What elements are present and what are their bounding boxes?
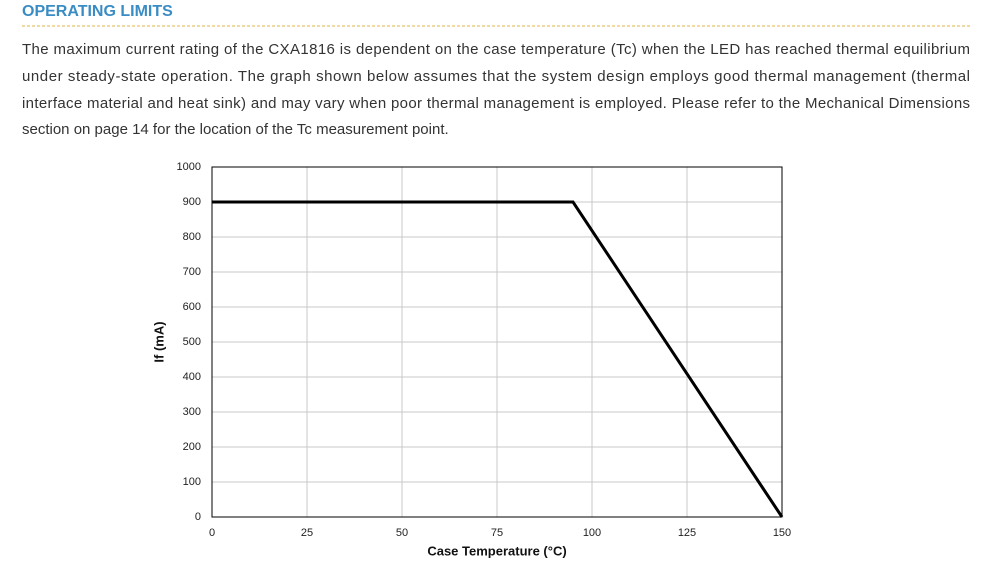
x-tick-label: 75 (491, 527, 503, 539)
y-tick-label: 800 (183, 231, 201, 243)
y-tick-label: 500 (183, 336, 201, 348)
x-tick-label: 150 (773, 527, 791, 539)
y-tick-label: 600 (183, 301, 201, 313)
paragraph-line: under steady-state operation. The graph … (22, 68, 970, 85)
y-tick-label: 1000 (177, 161, 201, 173)
y-tick-label: 700 (183, 266, 201, 278)
y-tick-label: 400 (183, 371, 201, 383)
y-tick-label: 900 (183, 196, 201, 208)
section-title: OPERATING LIMITS (22, 3, 173, 20)
x-tick-label: 25 (301, 527, 313, 539)
y-axis-label: If (mA) (151, 321, 166, 362)
y-tick-label: 100 (183, 476, 201, 488)
data-line (212, 200, 784, 518)
x-tick-label: 100 (583, 527, 601, 539)
x-axis-label: Case Temperature (°C) (427, 543, 566, 558)
x-tick-label: 125 (678, 527, 696, 539)
y-tick-label: 200 (183, 441, 201, 453)
paragraph-line: interface material and heat sink) and ma… (22, 95, 970, 112)
paragraph-line: section on page 14 for the location of t… (22, 121, 449, 138)
x-tick-label: 50 (396, 527, 408, 539)
paragraph-line: The maximum current rating of the CXA181… (22, 41, 970, 58)
x-tick-label: 0 (209, 527, 215, 539)
y-tick-label: 0 (195, 511, 201, 523)
plot-frame (211, 166, 783, 518)
y-tick-label: 300 (183, 406, 201, 418)
